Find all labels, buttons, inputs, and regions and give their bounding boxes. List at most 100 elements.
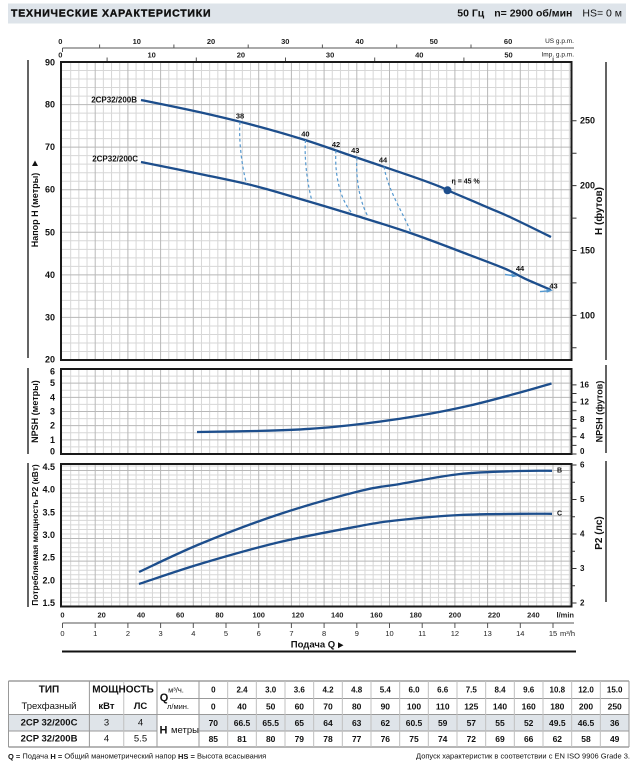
svg-text:6.0: 6.0 (408, 685, 420, 694)
svg-text:ЛС: ЛС (134, 701, 148, 712)
svg-text:кВт: кВт (98, 701, 114, 712)
svg-text:55: 55 (495, 718, 505, 728)
svg-text:12: 12 (580, 398, 589, 407)
svg-text:0: 0 (211, 685, 216, 694)
svg-text:70: 70 (45, 142, 55, 152)
svg-text:40: 40 (301, 129, 309, 138)
svg-text:40: 40 (45, 270, 55, 280)
svg-text:44: 44 (516, 264, 525, 273)
svg-text:100: 100 (252, 611, 265, 620)
svg-text:70: 70 (323, 702, 333, 712)
svg-text:4: 4 (580, 530, 585, 539)
svg-text:Трехфазный: Трехфазный (21, 701, 76, 712)
svg-text:40: 40 (137, 611, 145, 620)
svg-text:10: 10 (148, 51, 156, 60)
svg-text:20: 20 (207, 37, 215, 46)
svg-text:12: 12 (451, 629, 459, 638)
svg-text:40: 40 (237, 702, 247, 712)
svg-text:10: 10 (385, 629, 393, 638)
svg-text:0: 0 (58, 37, 62, 46)
svg-text:200: 200 (449, 611, 462, 620)
svg-text:ТИП: ТИП (39, 684, 59, 695)
svg-text:220: 220 (488, 611, 501, 620)
svg-text:38: 38 (236, 112, 244, 121)
svg-text:11: 11 (418, 629, 426, 638)
svg-text:180: 180 (409, 611, 422, 620)
svg-text:H: H (160, 725, 168, 737)
svg-text:3: 3 (50, 407, 55, 417)
svg-text:4.2: 4.2 (322, 685, 334, 694)
svg-text:50: 50 (504, 51, 512, 60)
svg-text:0: 0 (58, 51, 62, 60)
svg-text:6.6: 6.6 (437, 685, 449, 694)
svg-text:2: 2 (126, 629, 130, 638)
svg-text:метры: метры (171, 725, 199, 736)
svg-text:м³/ч.: м³/ч. (168, 685, 184, 694)
svg-text:50: 50 (266, 702, 276, 712)
svg-text:l/min: l/min (556, 611, 574, 620)
svg-text:100: 100 (580, 310, 595, 320)
svg-text:4.5: 4.5 (42, 462, 55, 472)
svg-text:3: 3 (580, 564, 585, 573)
svg-text:Напор H (метры): Напор H (метры) (30, 173, 40, 248)
svg-text:2CP 32/200B: 2CP 32/200B (21, 734, 78, 745)
svg-text:2: 2 (50, 421, 55, 431)
svg-text:0: 0 (211, 702, 216, 712)
svg-text:Подача Q: Подача Q (291, 640, 335, 651)
svg-text:C: C (557, 511, 562, 518)
svg-text:40: 40 (355, 37, 363, 46)
svg-text:66.5: 66.5 (234, 718, 251, 728)
svg-text:1.5: 1.5 (42, 598, 55, 608)
svg-text:2.4: 2.4 (236, 685, 248, 694)
svg-text:m³/h: m³/h (560, 629, 575, 638)
svg-text:8.4: 8.4 (494, 685, 506, 694)
svg-text:2: 2 (580, 599, 585, 608)
svg-text:46.5: 46.5 (578, 718, 595, 728)
svg-text:50: 50 (430, 37, 438, 46)
svg-text:3.0: 3.0 (42, 530, 55, 540)
svg-text:49: 49 (610, 734, 620, 744)
svg-text:4: 4 (104, 734, 109, 745)
svg-text:0: 0 (50, 447, 55, 457)
svg-text:5.4: 5.4 (380, 685, 392, 694)
svg-text:200: 200 (580, 181, 595, 191)
svg-text:16: 16 (580, 380, 589, 389)
svg-text:15.0: 15.0 (607, 685, 623, 694)
svg-text:5: 5 (50, 378, 55, 388)
svg-text:20: 20 (237, 51, 245, 60)
svg-text:0: 0 (60, 611, 64, 620)
svg-text:8: 8 (322, 629, 326, 638)
svg-text:3.0: 3.0 (265, 685, 277, 694)
svg-text:20: 20 (45, 355, 55, 365)
svg-text:5.5: 5.5 (134, 734, 147, 745)
svg-text:Q = Подача H = Общий маномет: Q = Подача H = Общий манометрический нап… (8, 752, 266, 761)
svg-text:77: 77 (352, 734, 362, 744)
svg-text:0: 0 (580, 447, 585, 456)
svg-text:NPSH (футов): NPSH (футов) (595, 381, 605, 443)
svg-text:62: 62 (381, 718, 391, 728)
svg-text:15: 15 (549, 629, 557, 638)
svg-text:43: 43 (351, 146, 359, 155)
svg-text:160: 160 (370, 611, 383, 620)
svg-text:η = 45 %: η = 45 % (452, 178, 481, 185)
svg-text:9.6: 9.6 (523, 685, 535, 694)
svg-text:30: 30 (281, 37, 289, 46)
svg-text:76: 76 (381, 734, 391, 744)
svg-text:Q: Q (160, 692, 169, 704)
svg-text:140: 140 (493, 702, 507, 712)
svg-text:80: 80 (45, 100, 55, 110)
svg-text:69: 69 (495, 734, 505, 744)
svg-text:МОЩНОСТЬ: МОЩНОСТЬ (92, 684, 154, 695)
svg-text:30: 30 (45, 312, 55, 322)
svg-text:180: 180 (550, 702, 564, 712)
svg-text:80: 80 (266, 734, 276, 744)
svg-text:Допуск характеристик в соответ: Допуск характеристик в соответствии с EN… (416, 752, 630, 761)
svg-text:90: 90 (381, 702, 391, 712)
svg-text:240: 240 (527, 611, 540, 620)
svg-text:14: 14 (516, 629, 524, 638)
svg-text:40: 40 (415, 51, 423, 60)
svg-text:85: 85 (209, 734, 219, 744)
svg-text:2.0: 2.0 (42, 575, 55, 585)
svg-text:43: 43 (549, 281, 557, 290)
svg-text:13: 13 (483, 629, 491, 638)
